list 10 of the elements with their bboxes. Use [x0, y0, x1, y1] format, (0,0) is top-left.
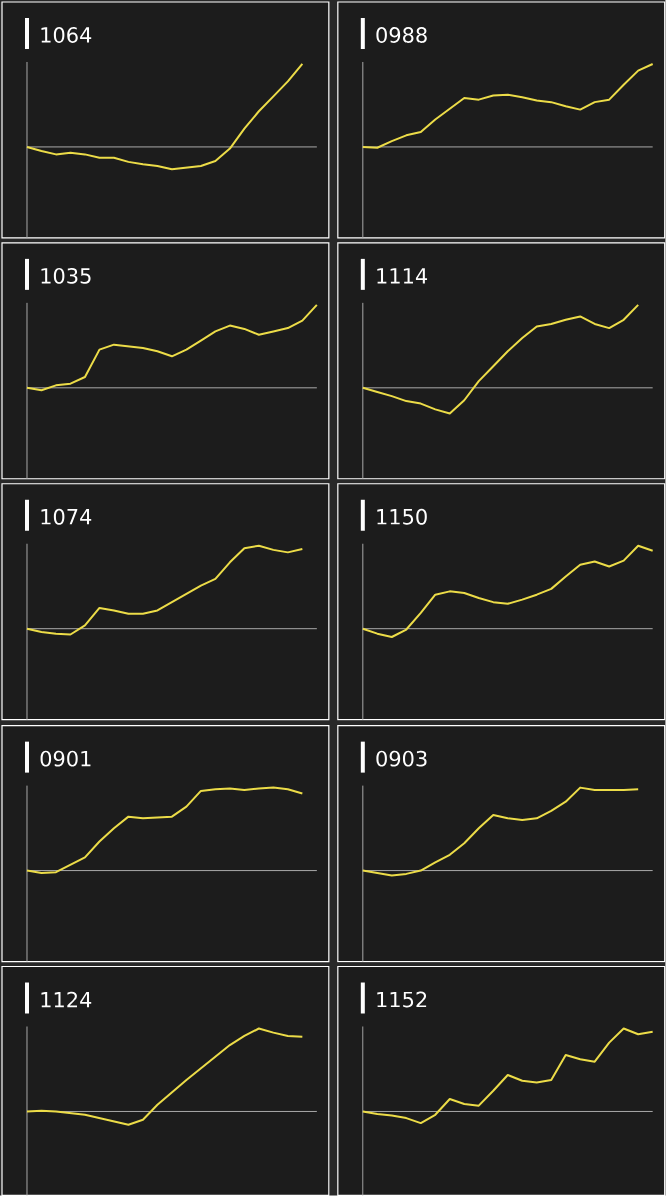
chart-title: 0901 — [40, 750, 91, 767]
chart-title: 0903 — [376, 750, 427, 767]
chart-title: 1114 — [377, 268, 428, 284]
chart-title: 1074 — [41, 508, 92, 525]
chart-title: 1035 — [41, 267, 91, 284]
chart-title: 0988 — [376, 27, 427, 43]
chart-title: 1150 — [377, 508, 427, 525]
chart-title: 1064 — [41, 27, 92, 43]
chart-title: 1152 — [377, 991, 427, 1008]
chart-title: 1124 — [41, 991, 92, 1008]
